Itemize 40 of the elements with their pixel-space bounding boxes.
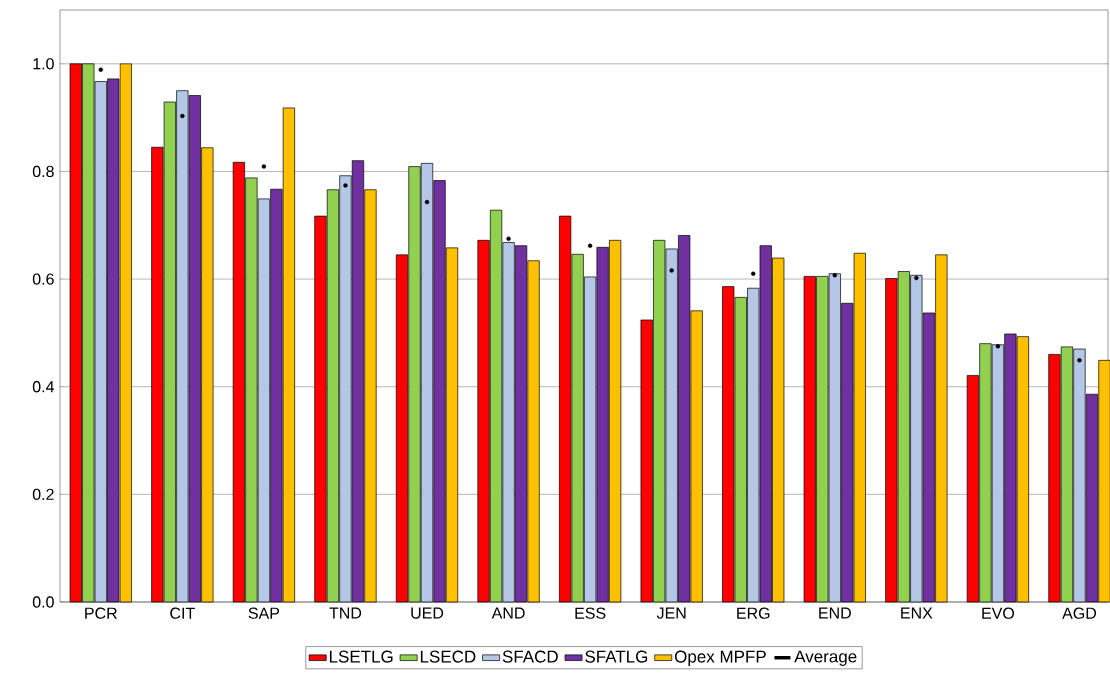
legend-label: LSETLG [329, 650, 393, 663]
point [343, 183, 348, 188]
x-tick-label: PCR [85, 607, 117, 619]
bar [527, 260, 540, 603]
point [832, 273, 837, 278]
point [751, 271, 756, 276]
x-tick-label: END [819, 607, 851, 619]
x-tick-label: TND [329, 607, 362, 619]
x-tick-label: AND [491, 607, 525, 619]
x-tick-label: UED [411, 607, 444, 619]
point [1077, 358, 1082, 363]
point [506, 236, 511, 241]
x-tick-label: ESS [575, 607, 606, 619]
point [914, 275, 919, 281]
x-tick-label: SAP [248, 607, 280, 619]
point [587, 243, 593, 248]
x-tick-label: ERG [737, 607, 770, 619]
x-tick-label: AGD [1062, 607, 1097, 619]
bar [364, 189, 377, 603]
x-tick-label: JEN [656, 607, 686, 619]
point [98, 67, 103, 72]
y-tick-label: 0.4 [32, 381, 54, 393]
point [424, 199, 430, 205]
legend-label: SFACD [502, 650, 558, 663]
x-tick-label: EVO [982, 607, 1015, 619]
legend-label: Opex MPFP [674, 650, 766, 666]
legend-label: SFATLG [585, 650, 648, 663]
point [261, 164, 267, 169]
y-tick-label: 0.0 [32, 596, 54, 608]
y-tick-label: 0.2 [32, 488, 54, 501]
legend-label: Average [794, 650, 857, 666]
point [995, 344, 1001, 349]
y-tick-label: 0.6 [32, 273, 54, 285]
point [669, 268, 674, 273]
point [180, 113, 185, 119]
y-tick-label: 1.0 [33, 58, 54, 70]
x-tick-label: ENX [901, 607, 933, 619]
y-tick-label: 0.8 [32, 165, 54, 178]
x-tick-label: CIT [170, 607, 195, 619]
legend-label: LSECD [420, 650, 476, 663]
